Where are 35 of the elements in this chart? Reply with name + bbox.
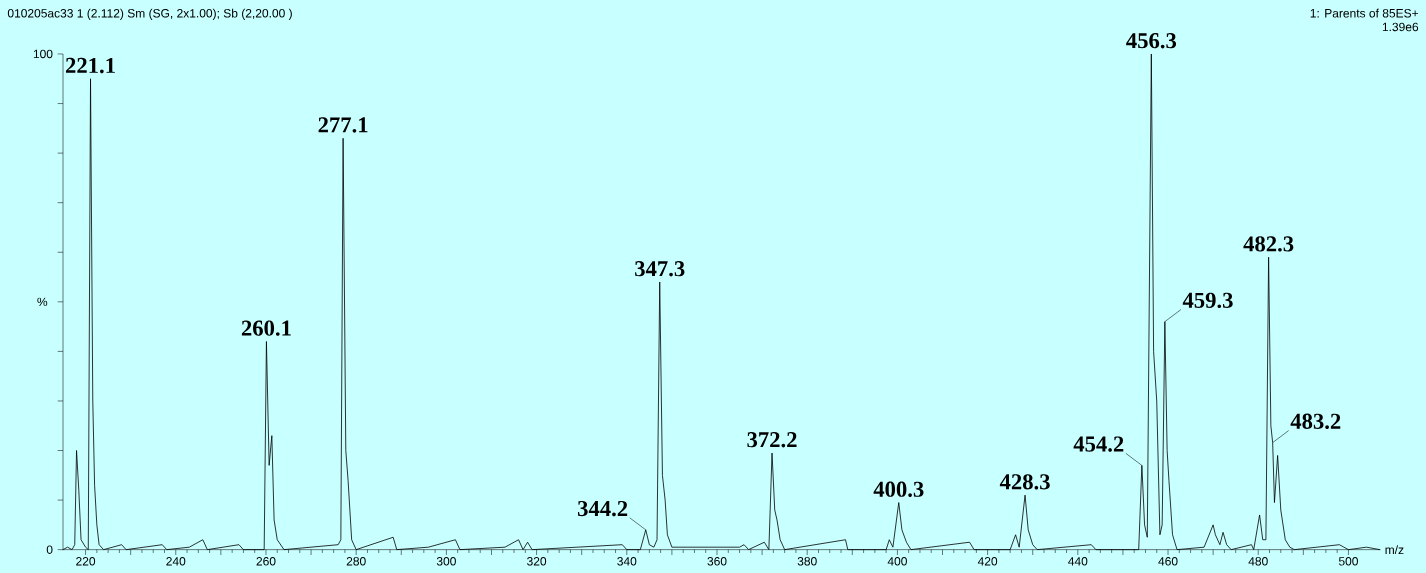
annotation: 482.3 xyxy=(1243,236,1294,252)
annotation: 221.1 xyxy=(65,57,115,74)
annotation: 260.1 xyxy=(241,320,291,336)
x-tick-label: 440 xyxy=(1068,557,1088,566)
x-tick-label: 380 xyxy=(797,557,817,566)
x-tick-label: 240 xyxy=(166,557,186,566)
y-tick-label: 100 xyxy=(33,49,53,59)
x-tick-label: 220 xyxy=(76,557,96,566)
x-tick-label: 340 xyxy=(617,557,637,566)
chart-title: 010205ac33 1 (2.112) Sm (SG, 2x1.00); Sb (2,20.00 ) xyxy=(7,8,292,20)
text: 1.39e6 xyxy=(1382,22,1419,32)
annotation: 344.2 xyxy=(578,500,628,517)
x-tick-label: 460 xyxy=(1158,557,1178,566)
annotation: 459.3 xyxy=(1182,292,1233,309)
annotation: 277.1 xyxy=(318,117,368,133)
annotation: 400.3 xyxy=(873,481,924,497)
annotation: 372.2 xyxy=(747,432,797,448)
annotation: 483.2 xyxy=(1290,413,1341,429)
text: 1: Parents of 85ES+ xyxy=(1310,8,1419,18)
annotation: 428.3 xyxy=(999,474,1050,490)
x-tick-label: 400 xyxy=(887,557,907,566)
x-axis-title: m/z xyxy=(1385,545,1404,555)
x-tick-label: 360 xyxy=(707,557,727,566)
x-tick-label: 480 xyxy=(1248,557,1268,566)
annotation: 347.3 xyxy=(635,261,685,277)
y-axis-title: % xyxy=(37,297,48,307)
annotation: 456.3 xyxy=(1126,33,1177,49)
annotation: 454.2 xyxy=(1073,436,1124,452)
x-tick-label: 260 xyxy=(256,557,276,566)
x-tick-label: 320 xyxy=(527,557,547,566)
x-tick-label: 420 xyxy=(977,557,998,566)
y-tick-label: 0 xyxy=(46,545,53,554)
x-tick-label: 500 xyxy=(1338,557,1358,566)
x-tick-label: 280 xyxy=(346,557,366,566)
x-tick-label: 300 xyxy=(436,557,456,566)
